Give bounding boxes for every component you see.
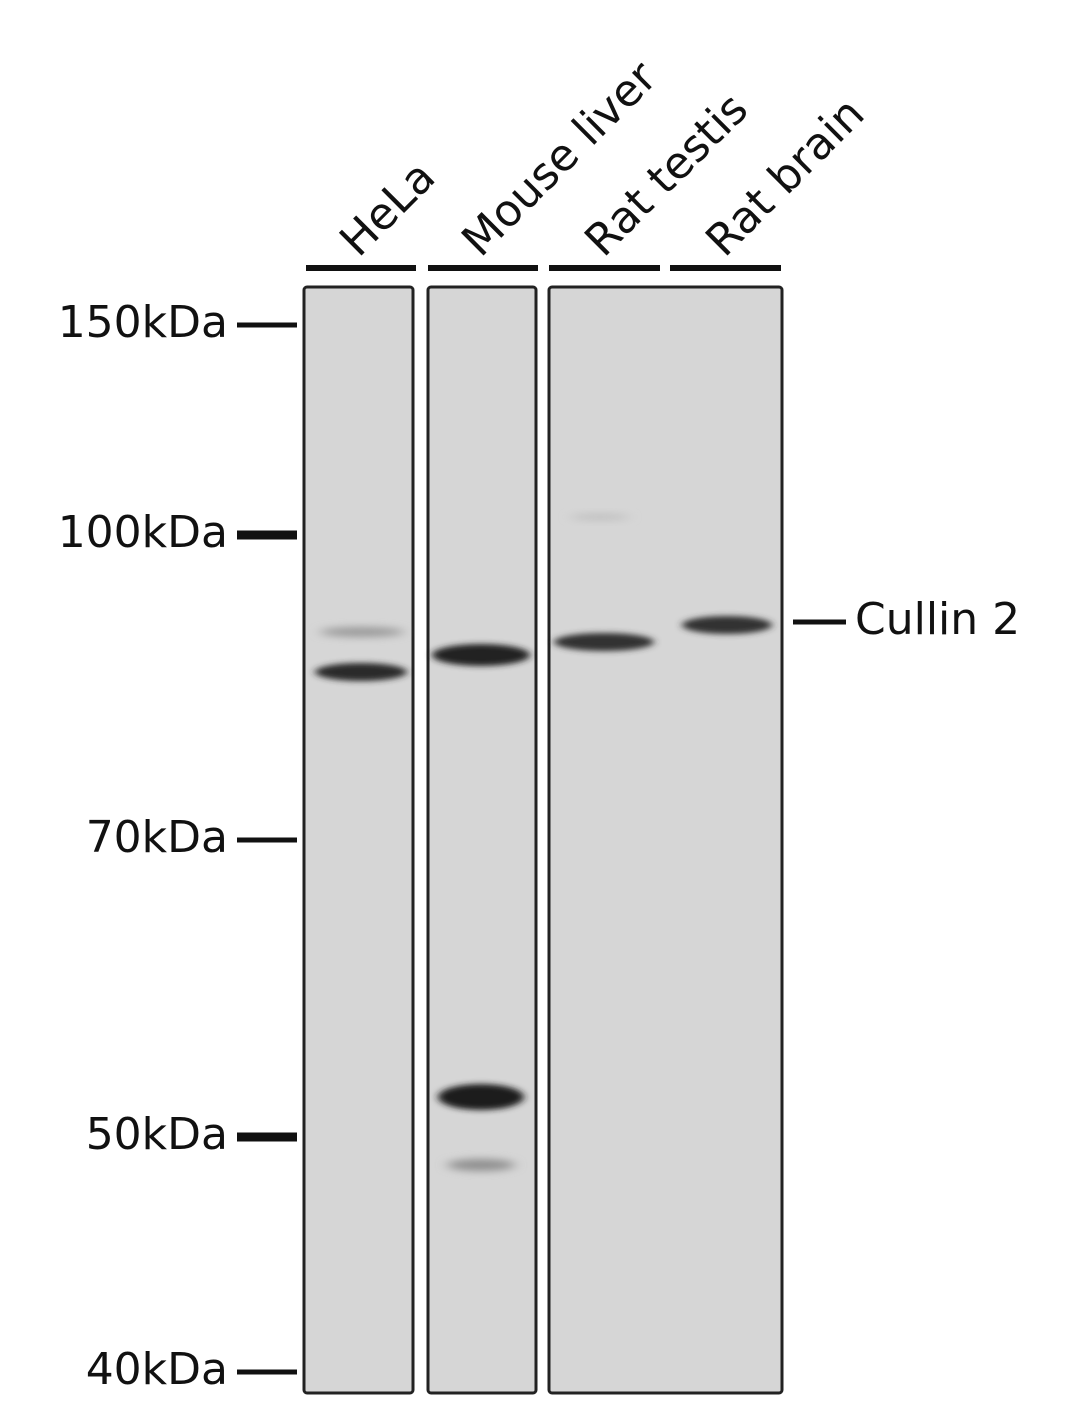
marker-label: 50kDa <box>86 1109 228 1160</box>
marker-label: 100kDa <box>58 507 228 558</box>
marker-label: 70kDa <box>86 812 228 863</box>
marker-ticks <box>237 322 297 1375</box>
bands <box>315 514 772 1171</box>
band-label: Cullin 2 <box>855 594 1020 645</box>
marker-label: 40kDa <box>86 1344 228 1395</box>
blot-panels <box>302 285 784 1395</box>
lane-label: HeLa <box>330 151 445 266</box>
marker-label: 150kDa <box>58 297 228 348</box>
